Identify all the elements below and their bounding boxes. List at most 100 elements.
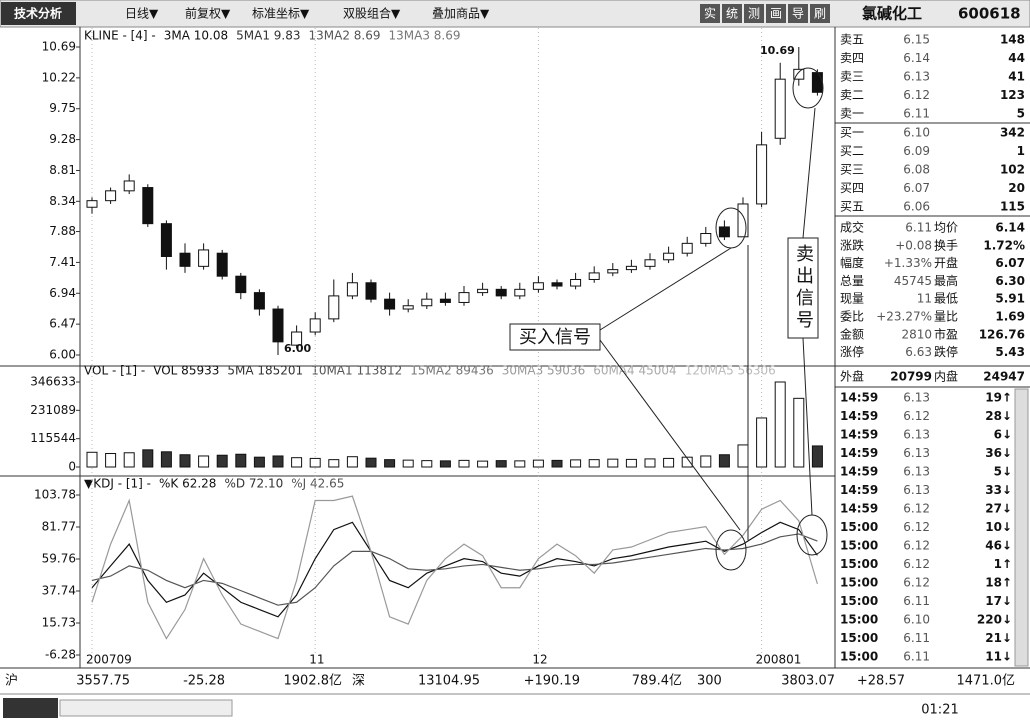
tool-button[interactable] [700, 4, 720, 23]
kdj-j-line [91, 495, 818, 640]
candle [737, 203, 749, 238]
stat-value: 6.14 [995, 221, 1025, 235]
stat-value: 6.07 [995, 256, 1025, 270]
tick-volume: 36↓ [985, 446, 1012, 460]
y-tick-label: 8.34 [49, 194, 76, 208]
book-volume: 148 [1000, 33, 1025, 47]
stat-label: 现量 [840, 292, 864, 306]
menu[interactable]: 双股组合▼ [343, 6, 401, 21]
candle [142, 187, 154, 225]
volume-bar [663, 457, 675, 468]
clock: 01:21 [921, 703, 958, 718]
menu[interactable]: 日线▼ [125, 7, 159, 21]
tool-button[interactable] [744, 4, 764, 23]
candle [384, 298, 396, 310]
tick-time: 14:59 [840, 502, 878, 516]
volume-bar [402, 459, 414, 468]
book-price: 6.11 [903, 107, 930, 121]
y-tick-label: 9.75 [49, 101, 76, 115]
y-tick-label: 81.77 [42, 519, 76, 533]
panel-header: %D 72.10 [224, 477, 283, 491]
candle [421, 298, 433, 307]
volume-bar [142, 449, 154, 468]
volume-bar [216, 454, 228, 468]
y-tick-label: 0 [68, 460, 76, 474]
candle [458, 292, 470, 303]
candle [198, 249, 210, 267]
candle [681, 242, 693, 254]
book-label: 买一 [840, 126, 864, 140]
book-volume: 41 [1008, 70, 1025, 84]
candle [477, 288, 489, 294]
tool-label[interactable]: 实 [704, 6, 716, 21]
volume-bar [700, 455, 712, 468]
volume-bar [272, 455, 284, 468]
stat-label: 开盘 [934, 255, 958, 270]
tool-button[interactable] [766, 4, 786, 23]
y-tick-label: 9.28 [49, 132, 76, 146]
tick-time: 15:00 [840, 594, 878, 608]
tool-button[interactable] [810, 4, 830, 23]
menu[interactable]: 叠加商品▼ [432, 6, 490, 21]
x-tick-label: 12 [532, 653, 547, 667]
panel-header: VOL - [1] - [84, 364, 145, 378]
arrow [599, 339, 741, 531]
volume-bar [123, 452, 135, 468]
stat-label: 换手 [934, 238, 958, 252]
candle [309, 318, 321, 333]
volume-bar [458, 459, 470, 468]
menu[interactable]: 前复权▼ [185, 6, 231, 21]
tool-label[interactable]: 刷 [814, 7, 826, 21]
candle [272, 308, 284, 343]
y-tick-label: 103.78 [34, 488, 76, 502]
stat-label: 市盈 [934, 326, 958, 341]
stat-label: 总量 [840, 274, 864, 288]
tick-volume: 1↑ [994, 557, 1012, 571]
index-quote: -25.28 [183, 674, 225, 689]
tick-time: 14:59 [840, 483, 878, 497]
outer-inner: 24947 [983, 370, 1025, 384]
stat-value: 2810 [901, 327, 932, 341]
tool-label[interactable]: 画 [770, 7, 782, 21]
panel-header: %J 42.65 [291, 477, 344, 491]
tool-button[interactable] [722, 4, 742, 23]
tick-time: 14:59 [840, 428, 878, 442]
buy-label-box [509, 323, 601, 351]
tool-label[interactable]: 测 [748, 7, 760, 21]
volume-bar [235, 453, 247, 468]
tool-button[interactable] [788, 4, 808, 23]
candle [86, 200, 98, 208]
arrow [802, 107, 816, 239]
logo [3, 698, 58, 718]
stat-label: 最高 [934, 273, 958, 288]
y-tick-label: 10.22 [42, 70, 76, 84]
buy-label: 买入信号 [519, 327, 591, 348]
volume-bar [86, 451, 98, 468]
tool-label[interactable]: 统 [726, 7, 738, 21]
tick-price: 6.12 [903, 502, 930, 516]
tick-price: 6.11 [903, 594, 930, 608]
tool-label[interactable]: 导 [792, 7, 804, 21]
y-tick-label: 6.94 [49, 286, 76, 300]
menu[interactable]: 标准坐标▼ [252, 7, 310, 21]
book-volume: 44 [1008, 51, 1025, 65]
candle [439, 298, 451, 303]
volume-bar [198, 455, 210, 468]
arrow [802, 337, 813, 516]
stat-value: +23.27% [876, 310, 932, 324]
volume-bar [625, 458, 637, 468]
tab[interactable]: 技术分析 [14, 6, 62, 21]
tick-price: 6.12 [903, 409, 930, 423]
kdj-k-line [91, 521, 818, 618]
scrollbar[interactable] [1014, 388, 1029, 667]
outer-inner: 外盘 [840, 369, 864, 384]
candle [756, 144, 768, 205]
y-tick-label: 59.76 [42, 551, 76, 565]
index-quote: 1902.8亿 [284, 674, 343, 689]
toolbar [0, 0, 1030, 28]
volume-bar [644, 458, 656, 468]
volume-bar [793, 397, 805, 468]
stat-label: 金额 [840, 326, 864, 341]
volume-bar [811, 445, 823, 468]
tick-time: 15:00 [840, 631, 878, 645]
